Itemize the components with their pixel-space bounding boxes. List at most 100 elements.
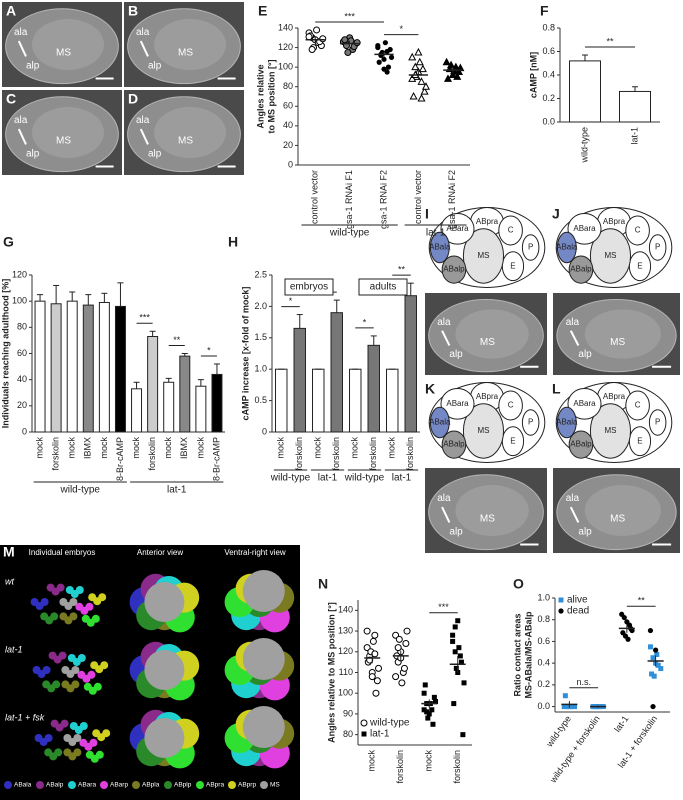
y-axis-label: Ratio contact areas (512, 613, 522, 696)
panel-letter: E (258, 3, 267, 19)
x-tick-label: wild-type + forskolin (547, 714, 601, 786)
cell-name: E (510, 261, 515, 270)
x-tick-label: mock (424, 750, 434, 772)
y-tick-label: 0.5 (254, 395, 267, 405)
x-tick-label: control vector (310, 170, 320, 224)
x-tick-label: control vector (413, 170, 423, 224)
data-point (403, 627, 411, 635)
cell-label: alp (26, 148, 40, 159)
cell-label: MS (610, 514, 625, 525)
cell (521, 409, 540, 436)
panel-letter: A (6, 3, 16, 19)
cell-name: ABala (429, 418, 451, 427)
cell (567, 213, 602, 245)
cell-nucleus (42, 666, 51, 674)
x-tick-label: mock (367, 750, 377, 772)
x-tick-label: mock (313, 437, 323, 459)
x-tick-label: mock (131, 437, 141, 459)
significance-label: * (207, 345, 211, 355)
data-point (305, 33, 313, 41)
cell-nucleus (85, 602, 94, 611)
cell-sphere (242, 706, 285, 748)
x-tick-label: forskolin (368, 437, 378, 471)
data-point (429, 707, 435, 713)
row-label: wt (5, 576, 14, 586)
x-tick-label: mock (350, 437, 360, 459)
legend-marker (361, 731, 367, 737)
legend-label: ABarp (110, 782, 128, 789)
x-tick-label: mock (195, 437, 205, 459)
cell-name: ABpra (603, 392, 626, 401)
arrow (17, 40, 27, 57)
column-header: Individual embryos (29, 548, 96, 557)
data-point (308, 46, 316, 54)
y-tick-label: 100 (338, 688, 353, 698)
bar (330, 312, 343, 433)
cell-label: MS (178, 136, 193, 147)
data-point (455, 618, 461, 624)
x-tick-label: mock (387, 437, 397, 459)
cell-label: ala (136, 115, 150, 126)
cell (462, 228, 505, 284)
y-tick-label: 1.0 (254, 364, 267, 374)
legend-label: ABpra (206, 782, 224, 789)
cell-label: ala (136, 27, 150, 38)
legend-label: ABala (14, 782, 32, 789)
y-axis-label: Angles relative to MS position [°] (326, 602, 336, 743)
cell (556, 406, 577, 439)
x-tick-label: forskolin (294, 437, 304, 471)
data-point (371, 631, 379, 639)
legend-swatch (100, 781, 108, 789)
y-tick-label: 60 (17, 348, 27, 358)
cell-name: C (635, 226, 641, 235)
cell-nucleus (93, 682, 102, 691)
bar (163, 381, 175, 433)
cell-label: MS (610, 337, 625, 348)
data-point (408, 74, 417, 82)
y-tick-label: 100 (278, 62, 293, 72)
cell-name: ABpra (603, 217, 626, 226)
data-point (450, 638, 456, 644)
cell-name: MS (604, 251, 616, 260)
data-point (456, 645, 462, 651)
row-label: lat-1 + fsk (5, 712, 45, 722)
arrow (139, 128, 149, 145)
significance-label: ** (398, 265, 406, 275)
bar (66, 300, 78, 433)
y-axis-label: Angles relative (255, 64, 265, 128)
data-point (453, 72, 462, 80)
cell (648, 234, 667, 261)
y-tick-label: 100 (12, 296, 27, 306)
cell-sphere (144, 582, 185, 622)
data-point (452, 649, 458, 655)
cell-name: E (637, 436, 642, 445)
data-point (442, 57, 451, 66)
data-point (461, 680, 467, 686)
data-point (395, 635, 403, 643)
significance-label: *** (344, 11, 355, 21)
cell (567, 388, 602, 420)
data-point (425, 715, 431, 721)
cell-name: ABara (446, 399, 469, 408)
data-point (654, 651, 660, 657)
data-point (382, 40, 388, 46)
y-tick-label: 40 (283, 120, 293, 130)
y-tick-label: 0.4 (542, 69, 555, 79)
bar (114, 305, 126, 433)
legend-swatch (164, 781, 172, 789)
data-point (414, 47, 423, 56)
y-tick-label: 0.0 (537, 701, 550, 711)
x-tick-label: mock (276, 437, 286, 459)
bar (367, 344, 380, 433)
cell (498, 215, 523, 246)
data-point (650, 703, 656, 710)
cell (429, 406, 450, 439)
cell-nucleus (56, 583, 65, 592)
legend-swatch (68, 781, 76, 789)
panel-letter: M (3, 544, 15, 560)
embryo-texture (455, 485, 529, 536)
x-tick-label: forskolin (147, 437, 157, 471)
cell-label: MS (56, 48, 71, 59)
y-tick-label: 120 (278, 42, 293, 52)
data-point (565, 704, 571, 710)
